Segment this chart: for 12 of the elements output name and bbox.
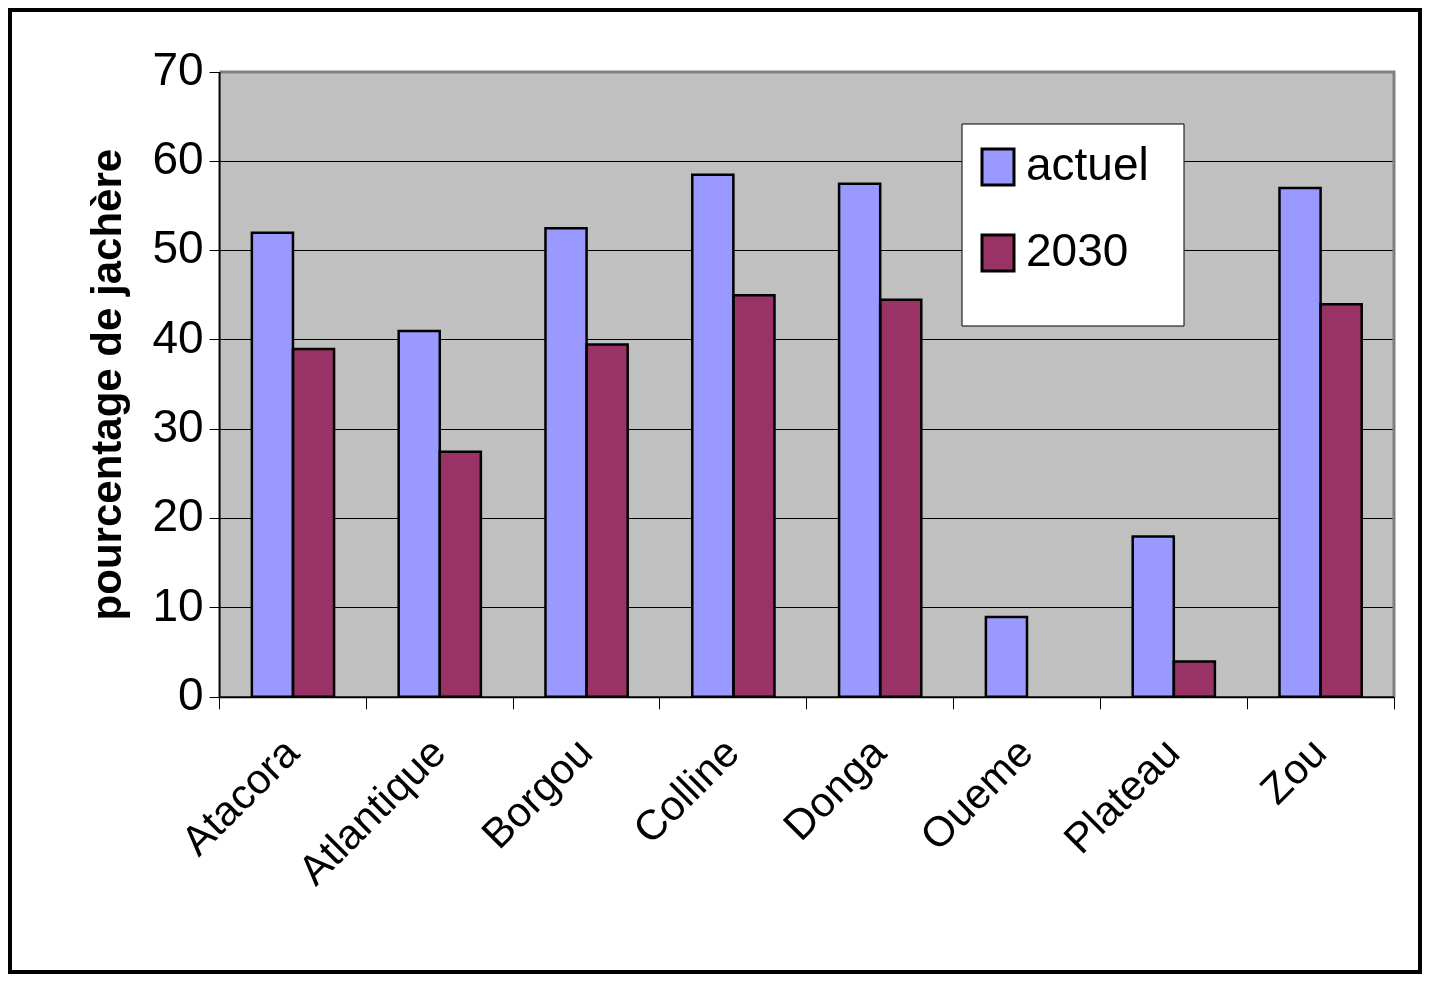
legend-label: actuel (1026, 137, 1149, 190)
y-axis-title: pourcentage de jachère (82, 148, 130, 621)
y-tick-label: 30 (152, 399, 204, 452)
legend-label: 2030 (1026, 223, 1129, 276)
y-tick-label: 50 (152, 221, 204, 274)
y-tick-label: 20 (152, 489, 204, 542)
y-tick-label: 0 (177, 667, 204, 720)
x-tick-label: Zou (1250, 728, 1336, 813)
y-tick-label: 70 (152, 42, 204, 95)
y-tick-label: 10 (152, 578, 204, 631)
y-tick-label: 40 (152, 310, 204, 363)
y-tick-label: 60 (152, 132, 204, 185)
